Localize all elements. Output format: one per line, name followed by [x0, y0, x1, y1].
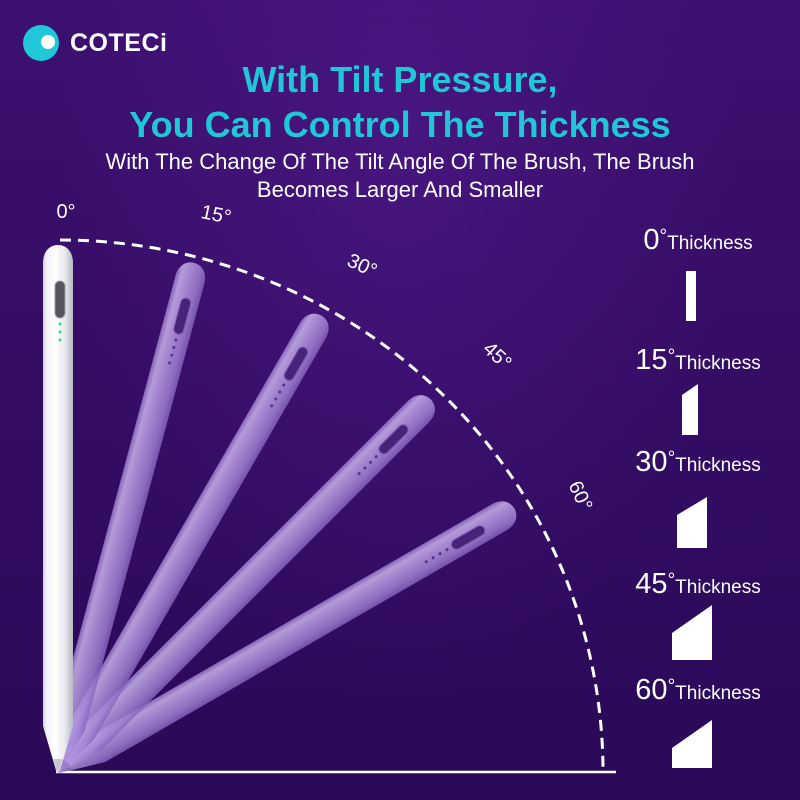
indicator-dot [274, 397, 278, 401]
thickness-angle: 30 [635, 446, 668, 478]
page-title: With Tilt Pressure, You Can Control The … [0, 57, 800, 147]
indicator-dot [174, 338, 178, 342]
title-line-1: With Tilt Pressure, [242, 59, 558, 100]
pen-body [43, 245, 73, 772]
thickness-angle: 15 [635, 344, 668, 376]
pen-body [56, 313, 329, 773]
indicator-dot [438, 552, 442, 556]
indicator-dot [357, 472, 361, 476]
pen-button-slot [54, 280, 66, 319]
degree-symbol: ° [667, 570, 676, 591]
thickness-label-15: 15°Thickness [618, 344, 778, 376]
page-subtitle: With The Change Of The Tilt Angle Of The… [0, 148, 800, 204]
indicator-dot [172, 346, 176, 350]
indicator-dot [374, 455, 378, 459]
thickness-angle: 0 [643, 224, 660, 256]
thickness-samples [672, 271, 712, 768]
stylus-pens [43, 245, 517, 774]
indicator-dot [369, 460, 373, 464]
indicator-dot [58, 330, 62, 334]
indicator-dot [58, 322, 62, 326]
pen-button-slot [173, 297, 192, 335]
pen-nib [53, 759, 63, 772]
degree-symbol: ° [667, 676, 676, 697]
pen-body [55, 262, 206, 773]
thickness-word: Thickness [675, 577, 761, 598]
thickness-stroke-30 [677, 497, 707, 548]
thickness-label-60: 60°Thickness [618, 674, 778, 706]
indicator-dot [278, 390, 282, 394]
indicator-dot [424, 560, 428, 564]
brand-wordmark: COTECi [70, 29, 168, 57]
thickness-angle: 45 [635, 568, 668, 600]
thickness-word: Thickness [675, 683, 761, 704]
indicator-dot [58, 338, 62, 342]
degree-symbol: ° [667, 448, 676, 469]
degree-symbol: ° [659, 226, 668, 247]
indicator-dot [363, 466, 367, 470]
indicator-dot [270, 404, 274, 408]
degree-symbol: ° [667, 346, 676, 367]
logo-disc [23, 25, 59, 61]
indicator-dot [170, 353, 174, 357]
stylus-pen-0-deg [43, 245, 73, 772]
thickness-word: Thickness [675, 353, 761, 374]
thickness-stroke-45 [672, 605, 712, 660]
indicator-dot [445, 548, 449, 552]
thickness-word: Thickness [675, 455, 761, 476]
subtitle-line-1: With The Change Of The Tilt Angle Of The… [105, 149, 695, 174]
pen-body [56, 395, 435, 774]
pen-button-slot [378, 424, 409, 455]
title-line-2: You Can Control The Thickness [129, 104, 671, 145]
thickness-stroke-60 [672, 720, 712, 768]
angle-label-0: 0° [56, 201, 76, 223]
thickness-stroke-0 [686, 271, 696, 321]
logo-dot [41, 35, 55, 49]
subtitle-line-2: Becomes Larger And Smaller [256, 177, 544, 202]
pen-button-slot [451, 525, 486, 550]
pen-button-slot [283, 346, 309, 381]
thickness-stroke-15 [682, 384, 698, 435]
thickness-label-45: 45°Thickness [618, 568, 778, 600]
indicator-dot [431, 556, 435, 560]
thickness-word: Thickness [667, 233, 753, 254]
indicator-dot [282, 383, 286, 387]
coteci-logo-icon [23, 25, 59, 61]
indicator-dot [168, 361, 172, 365]
pen-body [57, 501, 517, 774]
tilt-arc [59, 238, 605, 773]
thickness-label-30: 30°Thickness [618, 446, 778, 478]
thickness-angle: 60 [635, 674, 668, 706]
thickness-label-0: 0°Thickness [618, 224, 778, 256]
